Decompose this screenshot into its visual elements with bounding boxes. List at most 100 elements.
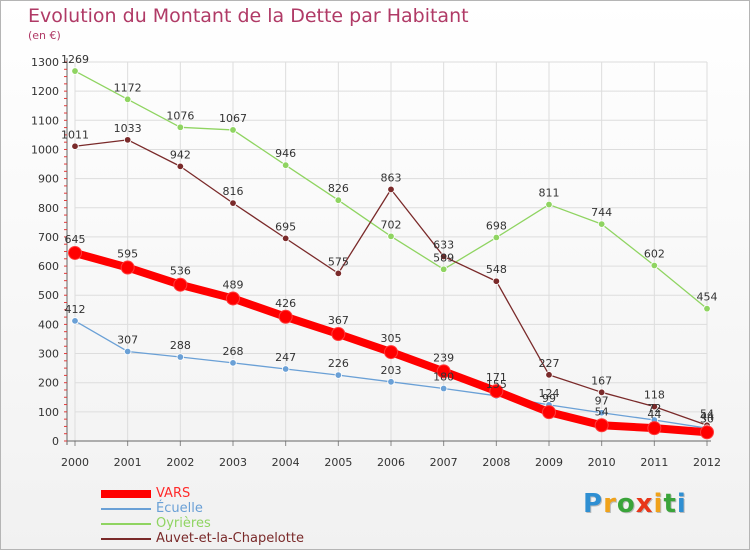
y-tick-label: 900 — [38, 173, 59, 186]
data-point-oyrieres — [650, 261, 659, 270]
data-label-oyrieres: 1269 — [61, 53, 89, 66]
data-label-oyrieres: 1067 — [219, 112, 247, 125]
x-tick-label: 2003 — [219, 456, 247, 469]
data-point-auvet-et-la-chapelotte — [281, 234, 290, 243]
logo-letter: i — [676, 489, 687, 519]
legend-label: Auvet-et-la-Chapelotte — [156, 531, 304, 546]
y-tick-label: 1300 — [31, 56, 59, 69]
data-label-ecuelle: 268 — [223, 345, 244, 358]
data-label-vars: 30 — [700, 412, 714, 425]
data-point-vars — [68, 245, 82, 260]
data-point-oyrieres — [71, 67, 79, 75]
logo-letter: t — [663, 489, 677, 519]
data-label-auvet-et-la-chapelotte: 227 — [539, 357, 560, 370]
data-point-auvet-et-la-chapelotte — [597, 388, 606, 397]
data-label-vars: 489 — [223, 278, 244, 291]
data-point-vars — [331, 327, 346, 342]
x-tick-label: 2009 — [535, 456, 563, 469]
legend-label: Écuelle — [156, 501, 203, 516]
data-label-oyrieres: 454 — [697, 291, 718, 304]
data-label-vars: 99 — [542, 392, 556, 405]
data-label-ecuelle: 155 — [486, 378, 507, 391]
x-tick-label: 2002 — [166, 456, 194, 469]
data-label-auvet-et-la-chapelotte: 863 — [381, 171, 402, 184]
logo-letter: o — [616, 489, 636, 519]
data-point-vars — [226, 291, 240, 306]
x-tick-label: 2007 — [430, 456, 458, 469]
data-point-ecuelle — [229, 359, 237, 367]
data-label-vars: 44 — [647, 408, 661, 421]
data-point-vars — [700, 425, 714, 440]
x-tick-label: 2005 — [324, 456, 352, 469]
data-label-oyrieres: 744 — [591, 206, 612, 219]
y-tick-label: 0 — [52, 435, 59, 448]
data-point-ecuelle — [387, 378, 395, 386]
data-label-oyrieres: 826 — [328, 182, 349, 195]
data-point-oyrieres — [281, 161, 290, 169]
data-point-ecuelle — [71, 317, 79, 325]
chart-subtitle: (en €) — [28, 29, 61, 42]
y-tick-label: 200 — [38, 377, 59, 390]
data-label-ecuelle: 307 — [117, 333, 138, 346]
data-label-ecuelle: 44 — [700, 410, 714, 423]
data-point-vars — [594, 418, 609, 433]
data-point-auvet-et-la-chapelotte — [439, 252, 448, 261]
legend-swatch — [101, 490, 151, 498]
data-point-vars — [436, 364, 451, 379]
data-point-oyrieres — [439, 265, 448, 273]
data-label-ecuelle: 203 — [381, 364, 402, 377]
data-point-oyrieres — [703, 304, 711, 313]
data-point-vars — [278, 309, 293, 324]
data-label-vars: 239 — [433, 351, 454, 364]
data-label-ecuelle: 72 — [647, 402, 661, 415]
data-label-vars: 426 — [275, 297, 296, 310]
data-label-ecuelle: 412 — [65, 303, 86, 316]
legend-label: Oyrières — [156, 516, 211, 531]
data-point-oyrieres — [492, 233, 501, 242]
x-tick-label: 2010 — [588, 456, 616, 469]
y-tick-label: 100 — [38, 406, 59, 419]
data-point-vars — [120, 260, 135, 275]
data-label-oyrieres: 946 — [275, 147, 296, 160]
x-tick-label: 2000 — [61, 456, 89, 469]
data-label-vars: 645 — [65, 233, 86, 246]
data-point-oyrieres — [229, 126, 237, 134]
data-label-ecuelle: 97 — [595, 395, 609, 408]
logo-letter: r — [603, 489, 617, 519]
y-tick-label: 700 — [38, 231, 59, 244]
data-label-auvet-et-la-chapelotte: 695 — [275, 220, 296, 233]
data-point-auvet-et-la-chapelotte — [71, 142, 79, 150]
series-lines — [68, 67, 714, 440]
data-point-oyrieres — [334, 196, 343, 204]
data-label-oyrieres: 589 — [433, 251, 454, 264]
data-label-oyrieres: 698 — [486, 220, 507, 233]
x-tick-label: 2001 — [114, 456, 142, 469]
legend-swatch — [101, 523, 151, 525]
legend-swatch — [101, 538, 151, 540]
axes: 0 100 200 300 400 500 600 700 800 900 1000 1100 1200… — [31, 56, 721, 469]
data-point-vars — [647, 421, 662, 436]
y-tick-label: 300 — [38, 348, 59, 361]
data-label-auvet-et-la-chapelotte: 942 — [170, 148, 191, 161]
data-point-oyrieres — [597, 220, 606, 228]
x-tick-label: 2012 — [693, 456, 721, 469]
logo-letter: P — [583, 489, 604, 519]
legend-label: VARS — [156, 486, 191, 501]
y-tick-label: 800 — [38, 202, 59, 215]
data-point-ecuelle — [597, 409, 606, 417]
data-point-oyrieres — [545, 200, 553, 209]
y-tick-label: 500 — [38, 289, 59, 302]
data-point-oyrieres — [176, 123, 185, 132]
data-point-auvet-et-la-chapelotte — [123, 136, 132, 144]
data-point-vars — [173, 277, 188, 292]
logo-letter: i — [653, 489, 664, 519]
data-label-auvet-et-la-chapelotte: 54 — [700, 407, 714, 420]
y-tick-label: 1000 — [31, 143, 59, 156]
data-point-vars — [384, 345, 398, 360]
data-point-auvet-et-la-chapelotte — [334, 269, 343, 278]
data-point-ecuelle — [334, 371, 343, 379]
data-label-ecuelle: 226 — [328, 357, 349, 370]
data-point-oyrieres — [387, 232, 395, 241]
x-tick-label: 2004 — [272, 456, 300, 469]
